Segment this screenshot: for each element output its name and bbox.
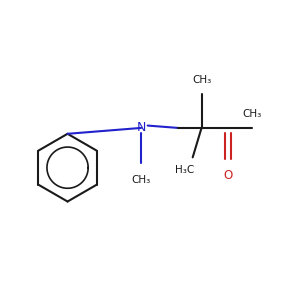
Text: CH₃: CH₃ xyxy=(192,75,211,85)
Text: N: N xyxy=(136,122,146,134)
Text: O: O xyxy=(224,169,233,182)
Text: H₃C: H₃C xyxy=(175,165,194,175)
Text: CH₃: CH₃ xyxy=(242,109,261,119)
Text: CH₃: CH₃ xyxy=(131,175,151,185)
